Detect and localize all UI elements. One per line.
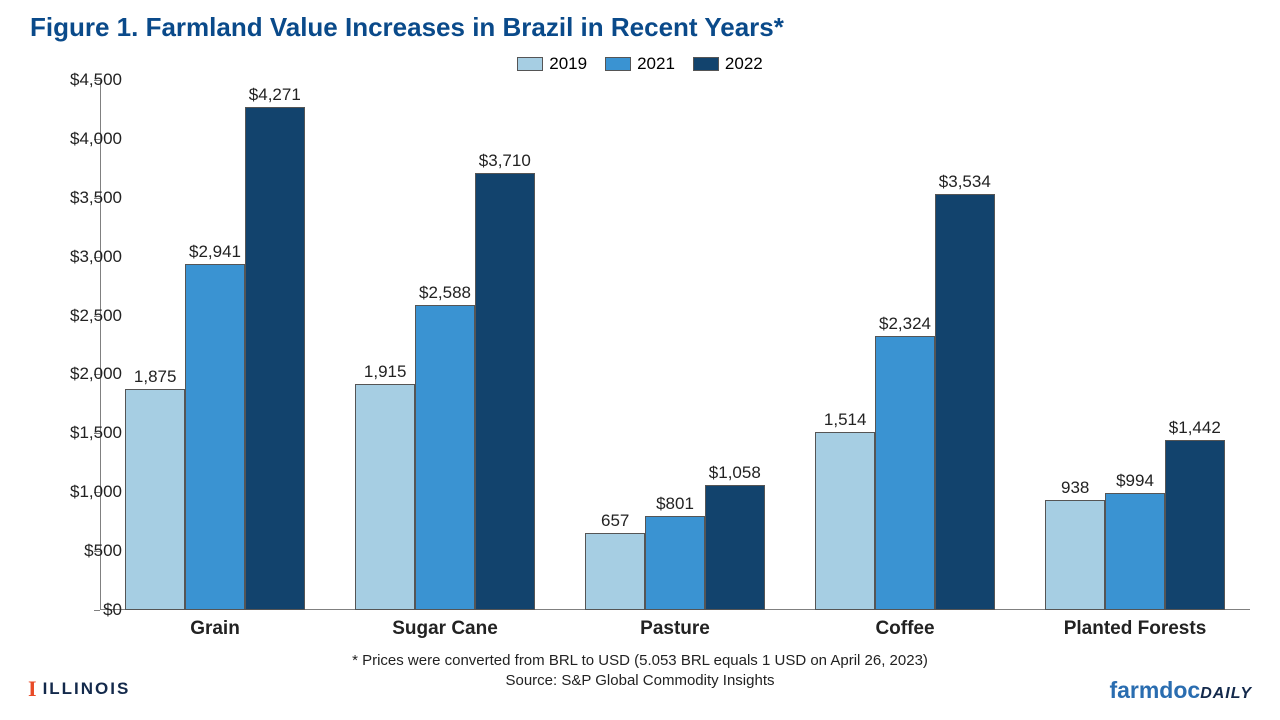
bar	[475, 173, 535, 610]
legend: 2019 2021 2022	[0, 54, 1280, 74]
category-label: Sugar Cane	[392, 618, 498, 640]
farmdoc-word: farmdoc	[1109, 677, 1200, 703]
bar-value-label: $3,710	[455, 151, 555, 171]
bar	[245, 107, 305, 610]
legend-swatch	[605, 57, 631, 71]
y-tick-label: $500	[42, 541, 122, 561]
legend-label: 2019	[549, 54, 587, 74]
bar	[185, 264, 245, 610]
chart-title: Figure 1. Farmland Value Increases in Br…	[30, 12, 784, 43]
y-tick-label: $4,500	[42, 70, 122, 90]
farmdoc-daily-logo: farmdocDAILY	[1109, 677, 1252, 704]
bar	[935, 194, 995, 610]
illinois-logo: I ILLINOIS	[28, 676, 130, 702]
illinois-block-i-icon: I	[28, 676, 37, 702]
bar	[645, 516, 705, 610]
y-tick-label: $1,000	[42, 482, 122, 502]
bar	[415, 305, 475, 610]
category-label: Grain	[190, 618, 240, 640]
y-tick-label: $3,000	[42, 247, 122, 267]
illinois-wordmark: ILLINOIS	[43, 679, 131, 699]
y-tick-label: $4,000	[42, 129, 122, 149]
legend-item: 2021	[605, 54, 675, 74]
legend-swatch	[517, 57, 543, 71]
footnote-source: Source: S&P Global Commodity Insights	[0, 672, 1280, 689]
figure-container: Figure 1. Farmland Value Increases in Br…	[0, 0, 1280, 720]
bar	[875, 336, 935, 610]
category-label: Coffee	[875, 618, 934, 640]
y-tick-label: $3,500	[42, 188, 122, 208]
bar	[1045, 500, 1105, 610]
bar	[125, 389, 185, 610]
legend-label: 2022	[725, 54, 763, 74]
footnote-conversion: * Prices were converted from BRL to USD …	[0, 652, 1280, 669]
y-tick-label: $2,000	[42, 364, 122, 384]
legend-swatch	[693, 57, 719, 71]
bar-value-label: $4,271	[225, 85, 325, 105]
category-label: Planted Forests	[1064, 618, 1207, 640]
legend-item: 2022	[693, 54, 763, 74]
bar	[1165, 440, 1225, 610]
bar	[815, 432, 875, 610]
plot-area: Grain1,875$2,941$4,271Sugar Cane1,915$2,…	[100, 80, 1250, 610]
y-axis-line	[100, 80, 101, 610]
y-tick-label: $2,500	[42, 306, 122, 326]
bar	[705, 485, 765, 610]
bar-value-label: $1,442	[1145, 418, 1245, 438]
bar	[1105, 493, 1165, 610]
bar-value-label: $1,058	[685, 463, 785, 483]
legend-item: 2019	[517, 54, 587, 74]
bar-value-label: $3,534	[915, 172, 1015, 192]
category-label: Pasture	[640, 618, 710, 640]
daily-word: DAILY	[1200, 685, 1252, 702]
bar	[585, 533, 645, 610]
y-tick-label: $1,500	[42, 423, 122, 443]
bar	[355, 384, 415, 610]
legend-label: 2021	[637, 54, 675, 74]
y-tick-label: $0	[42, 600, 122, 620]
